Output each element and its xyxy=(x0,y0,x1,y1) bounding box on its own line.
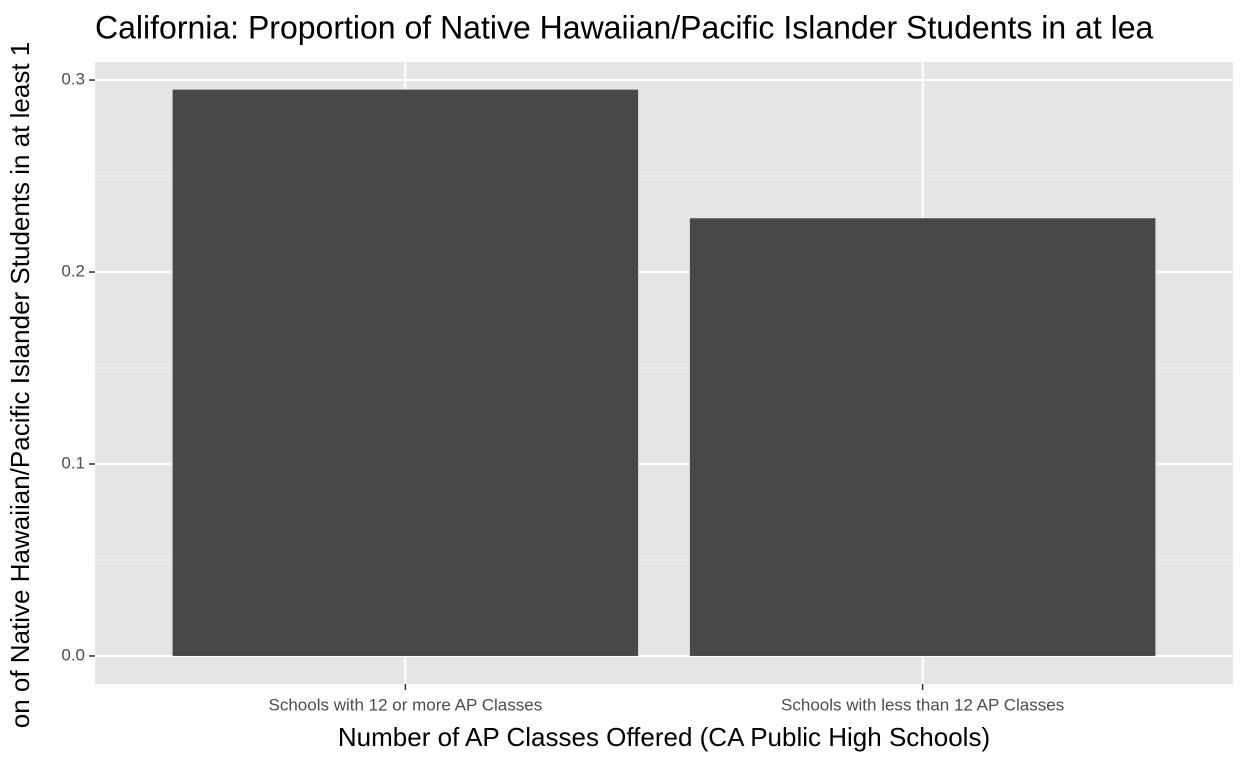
chart-title: California: Proportion of Native Hawaiia… xyxy=(95,9,1154,45)
x-tick-label: Schools with less than 12 AP Classes xyxy=(781,695,1064,714)
y-tick-label: 0.2 xyxy=(61,262,85,281)
x-axis-title: Number of AP Classes Offered (CA Public … xyxy=(338,722,990,752)
bar xyxy=(689,218,1156,656)
y-axis-title: on of Native Hawaiian/Pacific Islander S… xyxy=(5,42,35,729)
marks xyxy=(172,89,1156,656)
bar xyxy=(172,89,639,656)
x-tick-label: Schools with 12 or more AP Classes xyxy=(269,695,543,714)
y-tick-label: 0.1 xyxy=(61,453,85,472)
y-tick-label: 0.0 xyxy=(61,645,85,664)
y-tick-label: 0.3 xyxy=(61,70,85,89)
